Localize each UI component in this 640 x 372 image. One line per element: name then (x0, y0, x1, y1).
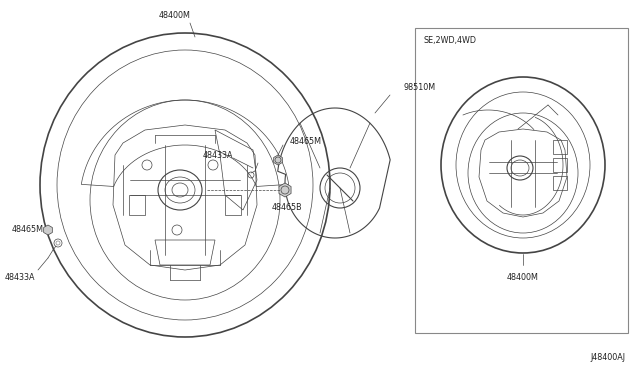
Text: 48433A: 48433A (4, 273, 35, 282)
Text: 98510M: 98510M (404, 83, 436, 93)
Text: 48400M: 48400M (507, 273, 539, 282)
Text: 48465M: 48465M (12, 225, 44, 234)
Text: 48465B: 48465B (272, 203, 302, 212)
Bar (415, 28, 628, 333)
Text: 48400M: 48400M (159, 10, 191, 19)
Polygon shape (279, 183, 291, 197)
Polygon shape (274, 155, 282, 165)
Polygon shape (44, 225, 52, 235)
Text: J48400AJ: J48400AJ (590, 353, 625, 362)
Text: 48433A: 48433A (203, 151, 233, 160)
Text: 48465M: 48465M (290, 138, 322, 147)
Text: SE,2WD,4WD: SE,2WD,4WD (423, 36, 476, 45)
